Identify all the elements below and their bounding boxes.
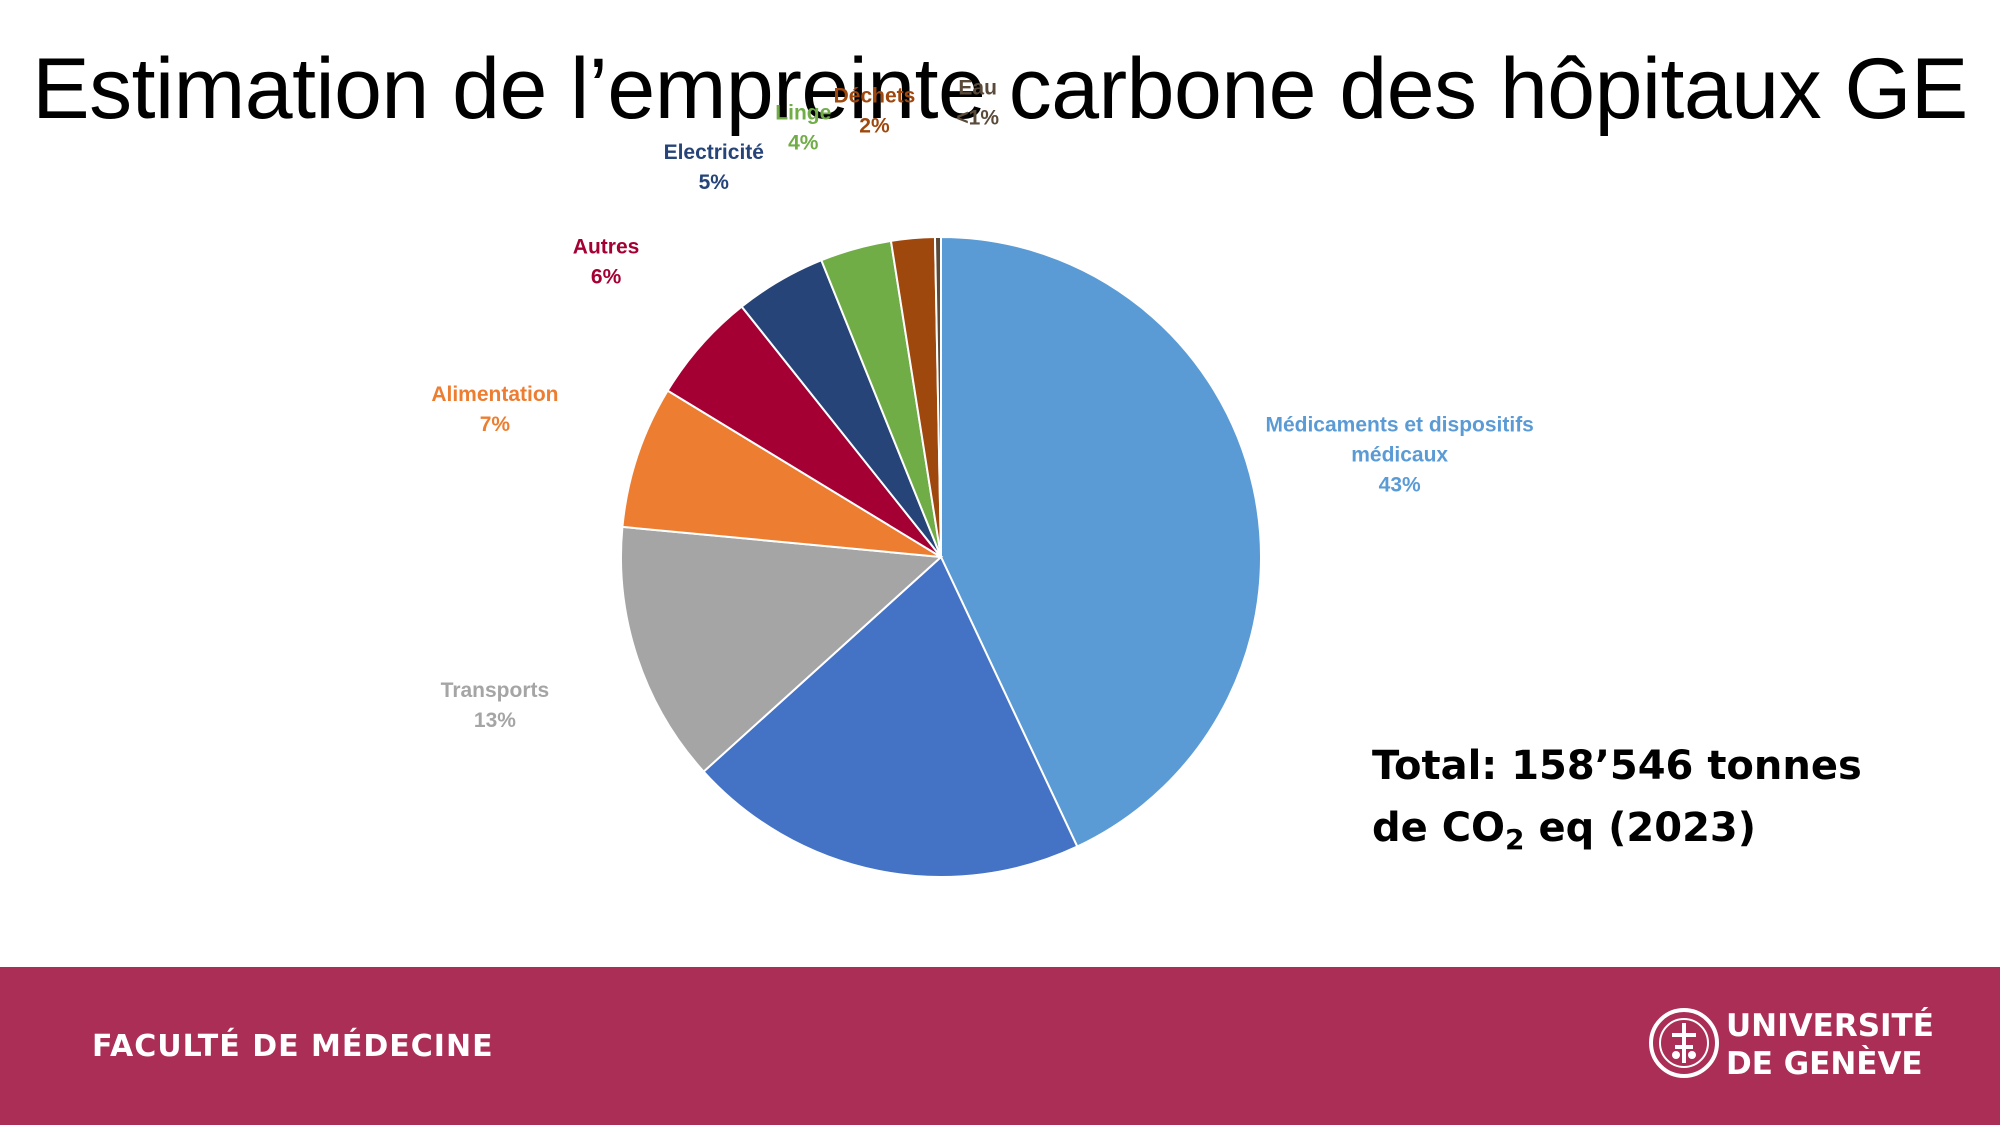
footer-bar: FACULTÉ DE MÉDECINE UNIVERSITÉ DE GENÈVE bbox=[0, 967, 2000, 1125]
pie-label-transports: Transports 13% bbox=[441, 679, 550, 732]
university-logo: UNIVERSITÉ DE GENÈVE bbox=[1648, 1007, 1934, 1087]
pie-label-autres: Autres 6% bbox=[573, 236, 640, 289]
pie-slice-eau bbox=[933, 235, 942, 558]
pie-slice-alimentation bbox=[621, 389, 942, 558]
pie-slice-chauffage bbox=[702, 555, 1079, 878]
slide-title: Estimation de l’empreinte carbone des hô… bbox=[32, 41, 1968, 137]
total-line-2: de CO2 eq (2023) bbox=[1372, 805, 1757, 856]
pie-slice-transports bbox=[620, 525, 944, 774]
university-seal-icon bbox=[1649, 1008, 1719, 1078]
pie-label-linge: Linge 4% bbox=[775, 101, 831, 154]
pie-label-alimentation: Alimentation 7% bbox=[431, 383, 558, 436]
pie-label-eau: Eau <1% bbox=[956, 77, 999, 130]
total-emissions: Total: 158’546 tonnes de CO2 eq (2023) bbox=[1372, 735, 1862, 871]
total-line-1: Total: 158’546 tonnes bbox=[1372, 743, 1862, 789]
pie-label-medicaments-et-dispositifs-medicaux: Médicaments et dispositifs médicaux 43% bbox=[1265, 413, 1533, 496]
university-name-line-1: UNIVERSITÉ bbox=[1726, 1008, 1934, 1044]
pie-label-dechets: Déchets 2% bbox=[834, 85, 916, 138]
pie-slice-medicaments-et-dispositifs-medicaux bbox=[940, 235, 1262, 848]
pie-label-electricite: Electricité 5% bbox=[664, 141, 764, 194]
pie-chart: Médicaments et dispositifsmédicaux43%Cha… bbox=[431, 77, 1534, 878]
faculty-name: FACULTÉ DE MÉDECINE bbox=[92, 1029, 494, 1064]
university-name-line-2: DE GENÈVE bbox=[1726, 1046, 1923, 1082]
